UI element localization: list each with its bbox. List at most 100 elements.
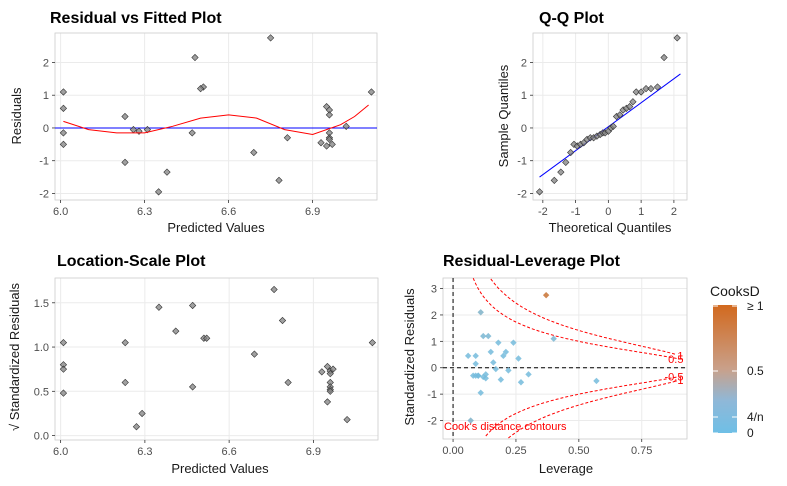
data-point [326, 369, 334, 378]
data-point [325, 111, 334, 119]
title-residual-vs-fitted: Residual vs Fitted Plot [50, 10, 222, 27]
data-point [485, 332, 492, 340]
cooks-annotation: Cook's distance contours [444, 421, 567, 433]
x-tick-label: 1 [638, 206, 644, 218]
data-point [502, 348, 510, 356]
data-point [525, 371, 532, 378]
data-point [121, 338, 129, 347]
contour-label: -0.5 [664, 372, 683, 384]
x-tick-label: 6.6 [221, 446, 236, 458]
data-point [482, 371, 489, 378]
data-point [616, 111, 624, 119]
x-tick-label: 0.25 [505, 445, 526, 457]
data-point [482, 375, 489, 382]
data-point [121, 158, 129, 166]
x-tick-label: -2 [538, 206, 548, 218]
data-point [480, 332, 487, 340]
xlabel-residual-vs-fitted: Predicted Values [167, 220, 265, 235]
data-point [275, 176, 283, 184]
legend-title: CooksD [710, 283, 760, 299]
x-tick-label: 0.75 [631, 445, 652, 457]
data-point [660, 53, 668, 62]
y-tick-label: -2 [39, 188, 49, 200]
xlabel-location-scale: Predicted Values [171, 461, 269, 476]
cooks-contour [485, 376, 677, 437]
y-tick-label: 0 [521, 123, 527, 135]
x-tick-label: 2 [671, 206, 677, 218]
data-point [59, 338, 68, 347]
data-point [510, 339, 517, 346]
panel-location-scale: Location-Scale Plot 6.0 6.3 6.6 6.9 0.0 0.5 1.… [7, 253, 379, 476]
y-tick-label: 2 [431, 310, 437, 322]
data-point [121, 112, 129, 121]
data-point [172, 327, 180, 335]
data-point [632, 88, 640, 96]
y-tick-label: 1.5 [34, 298, 49, 310]
cooks-contour [490, 278, 678, 356]
panel-qq: Q-Q Plot -2 -1 0 1 2 -2 -1 0 1 2 Theoretical Quan… [496, 10, 688, 235]
plot-frame [442, 277, 688, 440]
y-tick-label: -2 [517, 188, 527, 200]
data-point [317, 139, 325, 147]
data-point [505, 367, 512, 374]
data-point [495, 339, 502, 346]
data-point [59, 129, 68, 137]
y-tick-label: 0.5 [34, 386, 49, 398]
y-tick-label: -2 [427, 416, 437, 428]
data-point [467, 417, 474, 424]
plot-frame [532, 32, 688, 201]
legend-cooksd: CooksD ≥ 1 0.5 4/n 0 [710, 283, 764, 440]
data-point [477, 389, 484, 397]
panel-residual-leverage: Residual-Leverage Plot 10.5-0.5-1Cook's … [402, 253, 688, 476]
data-point [367, 88, 376, 96]
y-tick-label: 2 [521, 57, 527, 69]
data-point [593, 377, 600, 385]
ylabel-residual-leverage: Standardized Residuals [402, 288, 417, 426]
y-tick-label: 1.0 [34, 342, 49, 354]
data-point [490, 359, 497, 366]
data-point [284, 378, 292, 387]
y-tick-label: 1 [521, 90, 527, 102]
data-point [557, 168, 565, 176]
data-point [250, 350, 259, 358]
cooks-contour [472, 277, 677, 359]
data-point [472, 352, 479, 360]
title-location-scale: Location-Scale Plot [57, 253, 206, 270]
data-point [278, 316, 287, 325]
contour-label: 0.5 [668, 354, 683, 366]
data-point [283, 134, 292, 142]
x-tick-label: 6.9 [305, 206, 320, 218]
y-tick-label: -1 [427, 389, 437, 401]
data-point [266, 34, 275, 42]
data-point [250, 148, 258, 157]
contour-label: -1 [674, 375, 684, 387]
contour-label: 1 [677, 350, 683, 362]
data-point [155, 303, 163, 311]
plot-frame [54, 277, 379, 441]
x-tick-label: 0.00 [442, 445, 463, 457]
cooks-contour [508, 380, 678, 439]
title-qq: Q-Q Plot [539, 10, 605, 27]
data-point [188, 129, 196, 137]
data-point [550, 335, 557, 342]
xlabel-qq: Theoretical Quantiles [549, 220, 672, 235]
legend-label: ≥ 1 [747, 299, 764, 313]
x-tick-label: 6.3 [137, 446, 152, 458]
data-point [673, 34, 681, 42]
data-point [326, 387, 334, 395]
data-point [472, 360, 479, 367]
y-tick-label: 3 [431, 284, 437, 296]
data-point [196, 85, 205, 93]
data-point [328, 140, 336, 148]
data-point [475, 372, 482, 379]
data-point [59, 104, 68, 112]
data-point [653, 83, 662, 91]
data-point [203, 334, 211, 342]
legend-colorbar [713, 305, 737, 433]
y-tick-label: 0 [43, 123, 49, 135]
plot-frame [54, 32, 378, 201]
x-tick-label: 0.50 [568, 445, 589, 457]
data-point [647, 85, 655, 93]
